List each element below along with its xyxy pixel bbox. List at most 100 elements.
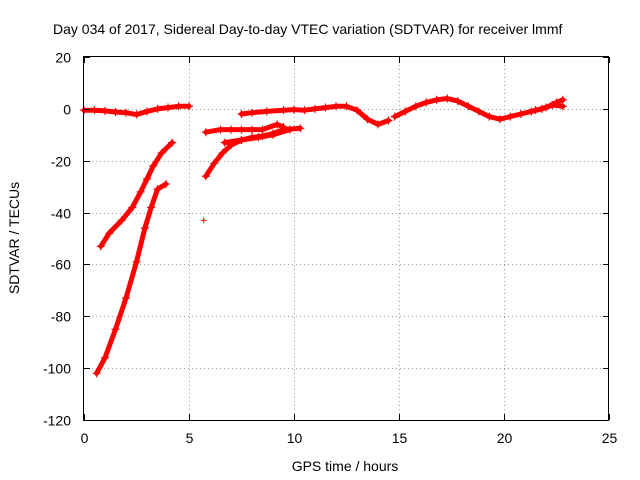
x-axis-label: GPS time / hours — [292, 458, 399, 474]
data-point — [311, 104, 319, 113]
data-point — [111, 107, 120, 116]
data-point — [201, 172, 210, 181]
data-point — [210, 159, 219, 168]
data-point — [552, 98, 561, 107]
y-tick-label: 0 — [63, 102, 71, 118]
data-point — [279, 106, 288, 115]
y-tick-label: -40 — [51, 206, 71, 222]
data-point — [258, 125, 267, 134]
y-axis-label: SDTVAR / TECUs — [6, 182, 22, 294]
data-point — [128, 203, 137, 212]
x-tick-label: 10 — [287, 430, 303, 446]
data-point — [143, 174, 151, 183]
data-point — [237, 125, 246, 134]
x-tick-label: 5 — [186, 430, 194, 446]
data-point — [101, 353, 109, 362]
data-point — [262, 107, 271, 116]
data-point — [143, 107, 151, 116]
data-point — [122, 108, 130, 117]
x-tick-label: 15 — [392, 430, 408, 446]
data-point — [248, 108, 256, 117]
data-point — [384, 116, 393, 125]
data-point — [411, 102, 420, 111]
series-band — [98, 140, 175, 249]
data-point — [96, 242, 105, 251]
data-point — [342, 102, 351, 111]
data-point — [531, 106, 540, 115]
data-point — [161, 180, 170, 189]
data-point — [237, 110, 246, 119]
data-point — [390, 112, 399, 121]
data-point — [185, 102, 193, 111]
data-point — [227, 125, 235, 134]
series-10 — [531, 95, 567, 115]
data-point — [273, 120, 282, 129]
y-tick-label: -80 — [51, 309, 71, 325]
data-point — [237, 135, 246, 144]
data-point — [443, 94, 452, 103]
y-tick-label: -20 — [51, 154, 71, 170]
y-tick-label: 20 — [55, 50, 71, 66]
data-point — [132, 110, 141, 119]
data-point — [453, 97, 462, 106]
data-point — [474, 107, 483, 116]
data-point — [140, 224, 149, 233]
data-point — [558, 95, 567, 104]
series-4 — [200, 217, 207, 224]
data-point — [132, 257, 141, 266]
series-band — [533, 97, 566, 113]
data-point — [296, 124, 305, 133]
data-point — [401, 107, 410, 116]
data-point — [374, 120, 382, 129]
data-point — [168, 138, 177, 147]
data-point — [201, 128, 210, 137]
data-point — [254, 133, 263, 142]
data-point — [90, 106, 99, 115]
series-2 — [96, 138, 177, 251]
data-point — [432, 95, 441, 104]
data-point — [422, 98, 431, 107]
series-3 — [92, 180, 170, 378]
data-point — [149, 161, 158, 170]
data-point — [136, 187, 145, 196]
data-point — [117, 216, 126, 225]
data-point — [485, 112, 494, 121]
data-point — [157, 148, 166, 157]
data-point — [105, 229, 114, 238]
data-point — [248, 125, 256, 134]
plot-frame — [83, 56, 609, 421]
data-point — [200, 217, 207, 224]
data-point — [164, 103, 172, 112]
data-point — [464, 102, 473, 111]
series-6 — [201, 120, 288, 137]
data-point — [332, 102, 340, 111]
data-point — [363, 115, 372, 124]
data-point — [300, 106, 309, 115]
data-point — [111, 325, 120, 334]
data-point — [353, 106, 361, 115]
series-1 — [80, 102, 193, 119]
data-point — [101, 106, 109, 115]
series-band — [203, 121, 286, 135]
data-point — [516, 110, 525, 119]
y-tick-label: -60 — [51, 257, 71, 273]
data-point — [506, 112, 515, 121]
data-point — [321, 103, 330, 112]
y-tick-label: -100 — [43, 361, 71, 377]
data-point — [92, 369, 101, 378]
series-8 — [237, 102, 393, 129]
data-point — [153, 185, 162, 194]
chart-title: Day 034 of 2017, Sidereal Day-to-day VTE… — [53, 21, 562, 37]
data-point — [285, 125, 294, 134]
x-tick-label: 20 — [497, 430, 513, 446]
data-point — [495, 115, 504, 124]
data-point — [174, 102, 183, 111]
data-point — [153, 104, 162, 113]
data-point — [216, 125, 225, 134]
data-point — [542, 103, 550, 112]
data-point — [220, 138, 229, 147]
data-point — [147, 203, 156, 212]
data-point — [290, 105, 298, 114]
series-7 — [220, 125, 294, 147]
x-tick-label: 25 — [602, 430, 618, 446]
